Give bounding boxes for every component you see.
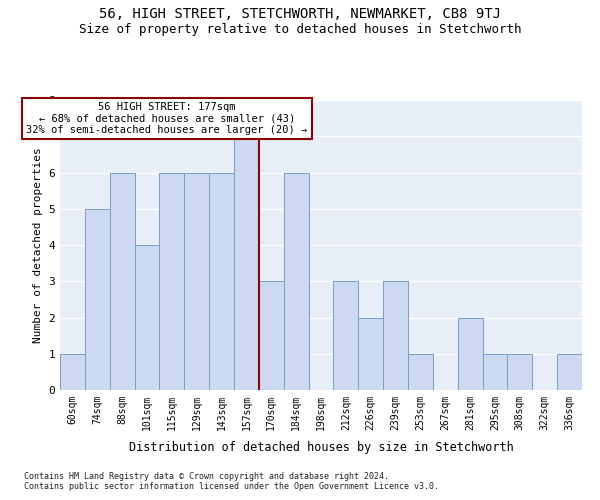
Bar [334, 281, 358, 390]
Text: Distribution of detached houses by size in Stetchworth: Distribution of detached houses by size … [128, 441, 514, 454]
Text: Contains public sector information licensed under the Open Government Licence v3: Contains public sector information licen… [24, 482, 439, 491]
Bar [458, 318, 482, 390]
Bar [284, 172, 308, 390]
Y-axis label: Number of detached properties: Number of detached properties [33, 147, 43, 343]
Bar [508, 354, 532, 390]
Bar [383, 281, 408, 390]
Bar [557, 354, 582, 390]
Bar [234, 136, 259, 390]
Bar [184, 172, 209, 390]
Bar [134, 245, 160, 390]
Text: 56, HIGH STREET, STETCHWORTH, NEWMARKET, CB8 9TJ: 56, HIGH STREET, STETCHWORTH, NEWMARKET,… [99, 8, 501, 22]
Text: 56 HIGH STREET: 177sqm
← 68% of detached houses are smaller (43)
32% of semi-det: 56 HIGH STREET: 177sqm ← 68% of detached… [26, 102, 308, 135]
Text: Size of property relative to detached houses in Stetchworth: Size of property relative to detached ho… [79, 22, 521, 36]
Bar [160, 172, 184, 390]
Bar [85, 209, 110, 390]
Bar [209, 172, 234, 390]
Bar [482, 354, 508, 390]
Text: Contains HM Land Registry data © Crown copyright and database right 2024.: Contains HM Land Registry data © Crown c… [24, 472, 389, 481]
Bar [358, 318, 383, 390]
Bar [259, 281, 284, 390]
Bar [408, 354, 433, 390]
Bar [60, 354, 85, 390]
Bar [110, 172, 134, 390]
